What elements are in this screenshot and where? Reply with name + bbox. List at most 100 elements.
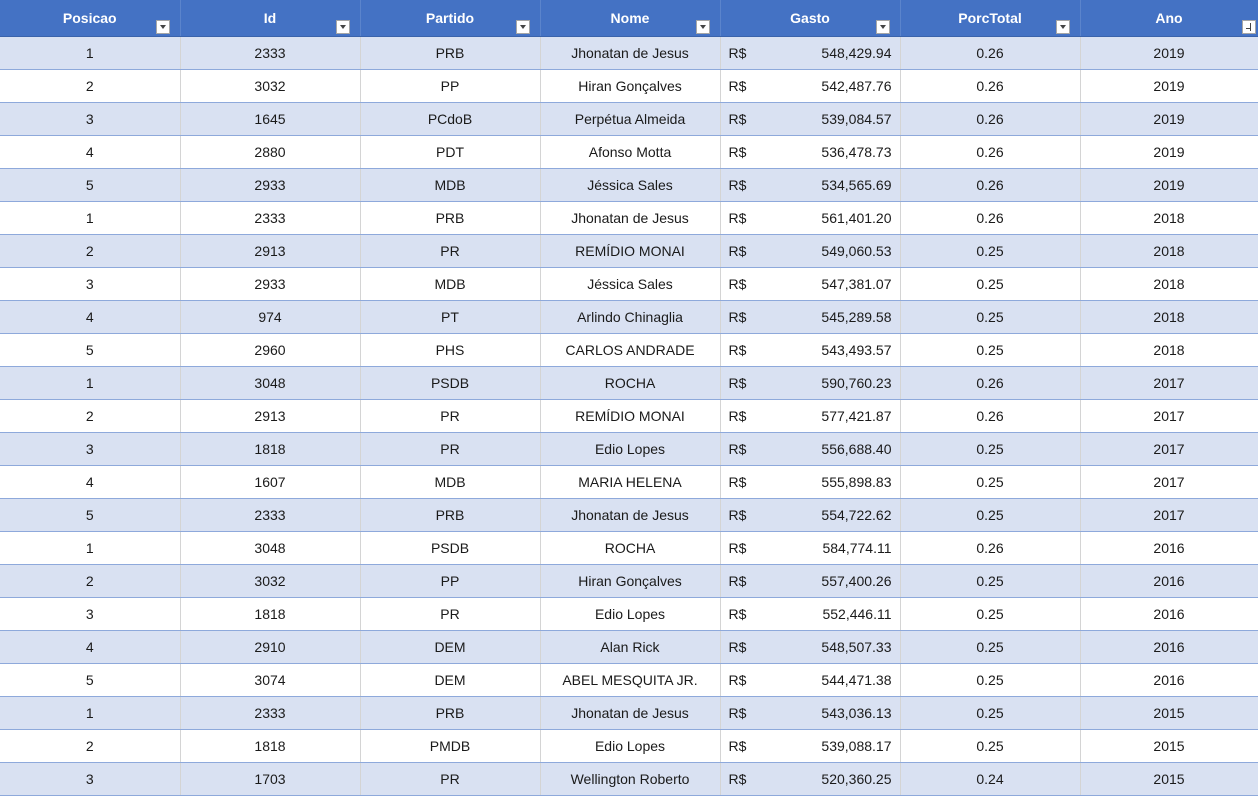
cell-ano[interactable]: 2017	[1080, 366, 1258, 400]
cell-porctotal[interactable]: 0.26	[900, 36, 1081, 70]
cell-gasto[interactable]: R$ 556,688.40	[720, 432, 901, 466]
filter-dropdown-icon[interactable]	[875, 19, 890, 34]
cell-partido[interactable]: PRB	[360, 498, 541, 532]
cell-posicao[interactable]: 1	[0, 366, 181, 400]
header-id[interactable]: Id	[180, 0, 361, 37]
cell-gasto[interactable]: R$ 539,084.57	[720, 102, 901, 136]
cell-nome[interactable]: MARIA HELENA	[540, 465, 721, 499]
cell-nome[interactable]: Jhonatan de Jesus	[540, 36, 721, 70]
cell-nome[interactable]: ROCHA	[540, 531, 721, 565]
cell-id[interactable]: 1607	[180, 465, 361, 499]
cell-partido[interactable]: PMDB	[360, 729, 541, 763]
cell-porctotal[interactable]: 0.25	[900, 630, 1081, 664]
cell-ano[interactable]: 2016	[1080, 663, 1258, 697]
cell-porctotal[interactable]: 0.26	[900, 102, 1081, 136]
cell-posicao[interactable]: 5	[0, 333, 181, 367]
cell-posicao[interactable]: 2	[0, 69, 181, 103]
filter-dropdown-icon[interactable]	[155, 19, 170, 34]
cell-gasto[interactable]: R$ 577,421.87	[720, 399, 901, 433]
cell-id[interactable]: 2333	[180, 498, 361, 532]
cell-nome[interactable]: ABEL MESQUITA JR.	[540, 663, 721, 697]
cell-id[interactable]: 974	[180, 300, 361, 334]
cell-posicao[interactable]: 3	[0, 597, 181, 631]
cell-id[interactable]: 2333	[180, 36, 361, 70]
cell-nome[interactable]: Hiran Gonçalves	[540, 69, 721, 103]
cell-id[interactable]: 1818	[180, 432, 361, 466]
cell-partido[interactable]: PRB	[360, 696, 541, 730]
cell-partido[interactable]: MDB	[360, 168, 541, 202]
cell-posicao[interactable]: 5	[0, 663, 181, 697]
cell-ano[interactable]: 2016	[1080, 630, 1258, 664]
cell-nome[interactable]: Afonso Motta	[540, 135, 721, 169]
cell-partido[interactable]: PCdoB	[360, 102, 541, 136]
cell-posicao[interactable]: 3	[0, 762, 181, 796]
cell-ano[interactable]: 2019	[1080, 102, 1258, 136]
cell-id[interactable]: 3032	[180, 69, 361, 103]
cell-posicao[interactable]: 5	[0, 498, 181, 532]
cell-nome[interactable]: Hiran Gonçalves	[540, 564, 721, 598]
cell-ano[interactable]: 2018	[1080, 267, 1258, 301]
cell-posicao[interactable]: 5	[0, 168, 181, 202]
cell-partido[interactable]: DEM	[360, 630, 541, 664]
cell-nome[interactable]: Jhonatan de Jesus	[540, 201, 721, 235]
cell-ano[interactable]: 2016	[1080, 531, 1258, 565]
cell-posicao[interactable]: 1	[0, 201, 181, 235]
header-posicao[interactable]: Posicao	[0, 0, 181, 37]
cell-partido[interactable]: PP	[360, 564, 541, 598]
cell-ano[interactable]: 2018	[1080, 333, 1258, 367]
cell-id[interactable]: 3048	[180, 531, 361, 565]
cell-posicao[interactable]: 4	[0, 135, 181, 169]
cell-gasto[interactable]: R$ 554,722.62	[720, 498, 901, 532]
cell-partido[interactable]: MDB	[360, 267, 541, 301]
cell-porctotal[interactable]: 0.25	[900, 333, 1081, 367]
cell-nome[interactable]: Alan Rick	[540, 630, 721, 664]
cell-ano[interactable]: 2015	[1080, 696, 1258, 730]
cell-ano[interactable]: 2015	[1080, 762, 1258, 796]
cell-porctotal[interactable]: 0.25	[900, 300, 1081, 334]
cell-partido[interactable]: PR	[360, 762, 541, 796]
cell-gasto[interactable]: R$ 590,760.23	[720, 366, 901, 400]
cell-posicao[interactable]: 1	[0, 36, 181, 70]
cell-id[interactable]: 2960	[180, 333, 361, 367]
cell-id[interactable]: 1645	[180, 102, 361, 136]
cell-gasto[interactable]: R$ 548,507.33	[720, 630, 901, 664]
cell-porctotal[interactable]: 0.26	[900, 366, 1081, 400]
header-nome[interactable]: Nome	[540, 0, 721, 37]
cell-partido[interactable]: PT	[360, 300, 541, 334]
cell-id[interactable]: 2913	[180, 234, 361, 268]
cell-posicao[interactable]: 3	[0, 102, 181, 136]
cell-gasto[interactable]: R$ 548,429.94	[720, 36, 901, 70]
cell-id[interactable]: 2333	[180, 201, 361, 235]
header-ano[interactable]: Ano	[1080, 0, 1258, 37]
cell-ano[interactable]: 2019	[1080, 135, 1258, 169]
cell-posicao[interactable]: 2	[0, 729, 181, 763]
cell-posicao[interactable]: 3	[0, 432, 181, 466]
cell-partido[interactable]: PDT	[360, 135, 541, 169]
cell-id[interactable]: 2933	[180, 267, 361, 301]
cell-gasto[interactable]: R$ 552,446.11	[720, 597, 901, 631]
cell-id[interactable]: 2913	[180, 399, 361, 433]
cell-posicao[interactable]: 4	[0, 300, 181, 334]
cell-id[interactable]: 2880	[180, 135, 361, 169]
filter-dropdown-icon[interactable]	[1055, 19, 1070, 34]
cell-gasto[interactable]: R$ 543,493.57	[720, 333, 901, 367]
cell-nome[interactable]: Edio Lopes	[540, 597, 721, 631]
cell-nome[interactable]: REMÍDIO MONAI	[540, 399, 721, 433]
cell-gasto[interactable]: R$ 520,360.25	[720, 762, 901, 796]
cell-partido[interactable]: PSDB	[360, 366, 541, 400]
cell-nome[interactable]: Jéssica Sales	[540, 267, 721, 301]
cell-porctotal[interactable]: 0.25	[900, 564, 1081, 598]
cell-gasto[interactable]: R$ 539,088.17	[720, 729, 901, 763]
cell-gasto[interactable]: R$ 542,487.76	[720, 69, 901, 103]
cell-porctotal[interactable]: 0.25	[900, 663, 1081, 697]
cell-porctotal[interactable]: 0.25	[900, 696, 1081, 730]
cell-id[interactable]: 3032	[180, 564, 361, 598]
cell-porctotal[interactable]: 0.24	[900, 762, 1081, 796]
cell-nome[interactable]: ROCHA	[540, 366, 721, 400]
cell-ano[interactable]: 2015	[1080, 729, 1258, 763]
cell-ano[interactable]: 2018	[1080, 234, 1258, 268]
cell-partido[interactable]: PHS	[360, 333, 541, 367]
cell-partido[interactable]: PSDB	[360, 531, 541, 565]
cell-gasto[interactable]: R$ 547,381.07	[720, 267, 901, 301]
sort-filter-icon[interactable]	[1241, 19, 1256, 34]
